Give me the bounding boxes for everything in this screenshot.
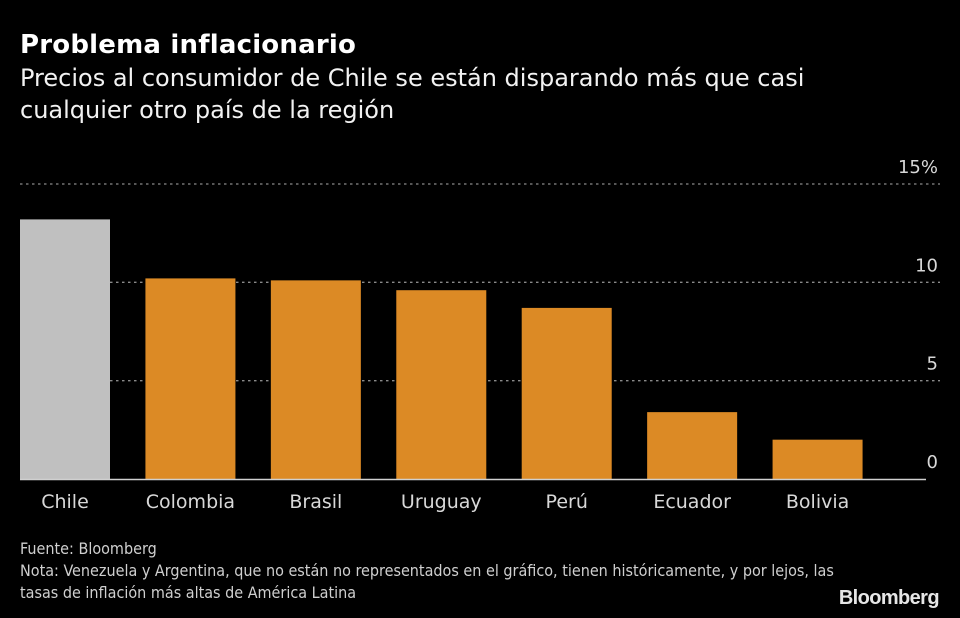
bar-uruguay: [396, 290, 487, 479]
y-tick-label: 0: [927, 452, 938, 473]
bar-ecuador: [647, 412, 738, 479]
y-tick-label: 10: [915, 255, 938, 276]
chart-subtitle: Precios al consumidor de Chile se están …: [20, 64, 805, 124]
x-category-label: Colombia: [146, 491, 235, 513]
bar-peru: [521, 307, 612, 479]
bar-brasil: [270, 280, 361, 479]
x-category-label: Perú: [546, 491, 588, 513]
x-category-label: Bolivia: [786, 491, 849, 513]
bar-chile: [20, 219, 110, 479]
footnote: Nota: Venezuela y Argentina, que no está…: [20, 561, 834, 602]
x-category-label: Ecuador: [653, 491, 731, 513]
y-tick-label: 5: [927, 354, 938, 375]
x-category-label: Uruguay: [401, 491, 482, 513]
chart-title: Problema inflacionario: [20, 30, 357, 60]
bar-colombia: [145, 278, 236, 479]
bars: [20, 219, 863, 479]
y-tick-label: 15%: [898, 157, 938, 178]
source-note: Fuente: Bloomberg: [20, 539, 157, 558]
bloomberg-logo: Bloomberg: [838, 587, 940, 609]
y-axis-ticks: 0 5 10 15%: [898, 157, 938, 473]
x-axis-labels: Chile Colombia Brasil Uruguay Perú Ecuador Bol…: [41, 491, 849, 513]
x-category-label: Chile: [41, 491, 89, 513]
x-category-label: Brasil: [289, 491, 342, 513]
bar-bolivia: [772, 439, 863, 479]
